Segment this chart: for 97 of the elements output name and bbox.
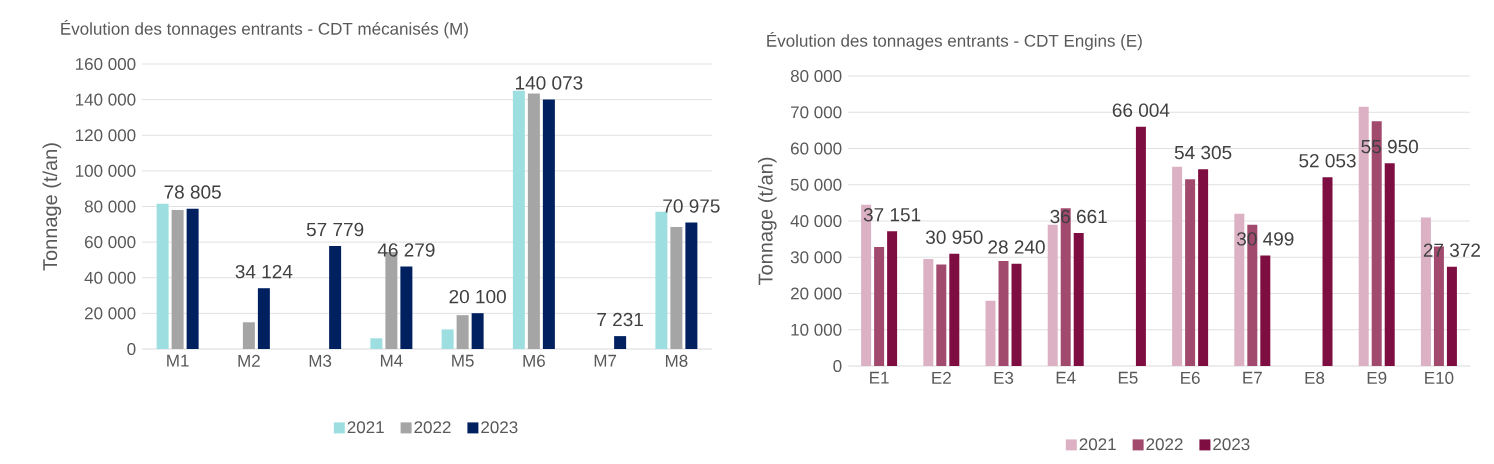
bar — [542, 99, 555, 349]
y-tick-label: 30 000 — [790, 251, 842, 264]
bar — [949, 253, 960, 366]
legend-label: 2021 — [347, 421, 384, 434]
y-tick-label: 140 000 — [75, 93, 136, 106]
legend-label: 2023 — [481, 421, 518, 434]
x-tick-label: M4 — [380, 354, 403, 367]
y-tick-label: 40 000 — [790, 214, 842, 228]
bar — [1198, 169, 1209, 366]
x-tick-label: M5 — [452, 354, 474, 367]
x-tick-label: M6 — [523, 354, 545, 367]
data-label: 57 779 — [306, 222, 364, 237]
legend-label: 2022 — [414, 421, 451, 434]
y-tick-label: 20 000 — [791, 287, 842, 300]
bar — [985, 300, 996, 366]
bar — [186, 208, 199, 349]
bar — [614, 336, 627, 349]
data-label: 78 805 — [164, 185, 221, 199]
x-tick-label: E1 — [870, 371, 889, 384]
y-tick-label: 160 000 — [75, 57, 136, 71]
x-tick-label: E9 — [1367, 371, 1387, 384]
bar — [1047, 224, 1058, 366]
y-tick-label: 60 000 — [791, 142, 842, 155]
bar — [370, 338, 383, 349]
data-label: 70 975 — [663, 199, 720, 213]
bar — [512, 90, 525, 349]
data-label: 54 305 — [1174, 145, 1232, 160]
bar — [400, 266, 413, 349]
y-tick-label: 40 000 — [84, 271, 136, 284]
bar — [655, 211, 668, 349]
bar — [1011, 263, 1022, 366]
bar — [1073, 233, 1084, 366]
x-tick-label: E6 — [1181, 371, 1200, 384]
data-label: 20 100 — [449, 289, 506, 304]
data-label: 46 279 — [377, 243, 435, 257]
bar — [1260, 255, 1271, 366]
legend-label: 2021 — [1079, 438, 1116, 451]
data-label: 30 950 — [925, 230, 983, 244]
y-tick-label: 70 000 — [791, 106, 842, 119]
chart-title: Évolution des tonnages entrants - CDT Engins (E) — [767, 31, 1142, 51]
bar — [1172, 166, 1183, 366]
x-tick-label: M1 — [167, 354, 189, 367]
y-tick-label: 50 000 — [790, 178, 842, 191]
y-tick-label: 100 000 — [75, 164, 136, 177]
legend-label: 2022 — [1146, 438, 1183, 451]
x-tick-label: E3 — [994, 371, 1014, 384]
bar — [441, 329, 454, 349]
bar — [471, 313, 484, 349]
x-tick-label: M3 — [309, 354, 332, 367]
x-tick-label: E4 — [1056, 371, 1076, 384]
x-tick-label: M2 — [238, 354, 260, 367]
bar — [923, 259, 934, 366]
y-tick-label: 20 000 — [85, 307, 136, 320]
data-label: 52 053 — [1299, 154, 1356, 168]
data-label: 140 073 — [515, 76, 583, 90]
y-tick-label: 0 — [833, 359, 842, 373]
y-tick-label: 0 — [127, 342, 136, 356]
data-label: 7 231 — [597, 312, 643, 327]
bar — [874, 247, 885, 366]
x-tick-label: E10 — [1425, 371, 1454, 384]
x-tick-label: E5 — [1118, 371, 1138, 384]
x-tick-label: E8 — [1305, 371, 1325, 384]
bar — [887, 231, 898, 366]
bar — [171, 210, 184, 349]
data-label: 28 240 — [988, 240, 1045, 254]
legend-label: 2023 — [1213, 438, 1250, 451]
bar — [156, 203, 169, 349]
y-axis-title: Tonnage (t/an) — [42, 143, 62, 271]
bar — [998, 260, 1009, 366]
y-tick-label: 80 000 — [84, 200, 136, 213]
y-tick-label: 80 000 — [790, 69, 842, 83]
y-tick-label: 10 000 — [791, 323, 842, 336]
bar — [1446, 266, 1457, 366]
y-tick-label: 60 000 — [85, 236, 136, 249]
data-label: 30 499 — [1236, 232, 1294, 246]
bar — [670, 226, 683, 349]
bar — [936, 264, 947, 366]
y-tick-label: 120 000 — [75, 129, 136, 142]
bar — [527, 93, 540, 349]
data-label: 37 151 — [863, 208, 921, 222]
bar — [685, 222, 698, 349]
bar — [1185, 179, 1196, 366]
bar — [1322, 177, 1333, 366]
bar — [456, 315, 469, 349]
data-label: 66 004 — [1112, 103, 1170, 117]
chart-title: Évolution des tonnages entrants - CDT mécanisés (M) — [61, 19, 468, 39]
x-tick-label: M8 — [665, 354, 688, 367]
x-tick-label: E2 — [932, 371, 951, 384]
bar — [329, 246, 342, 349]
bar — [1384, 163, 1395, 366]
bar — [242, 322, 255, 349]
bar — [1135, 126, 1146, 366]
x-tick-label: E7 — [1243, 371, 1262, 384]
x-tick-label: M7 — [594, 354, 617, 367]
data-label: 34 124 — [235, 264, 293, 279]
bar — [257, 288, 270, 349]
y-axis-title: Tonnage (t/an) — [757, 157, 777, 286]
